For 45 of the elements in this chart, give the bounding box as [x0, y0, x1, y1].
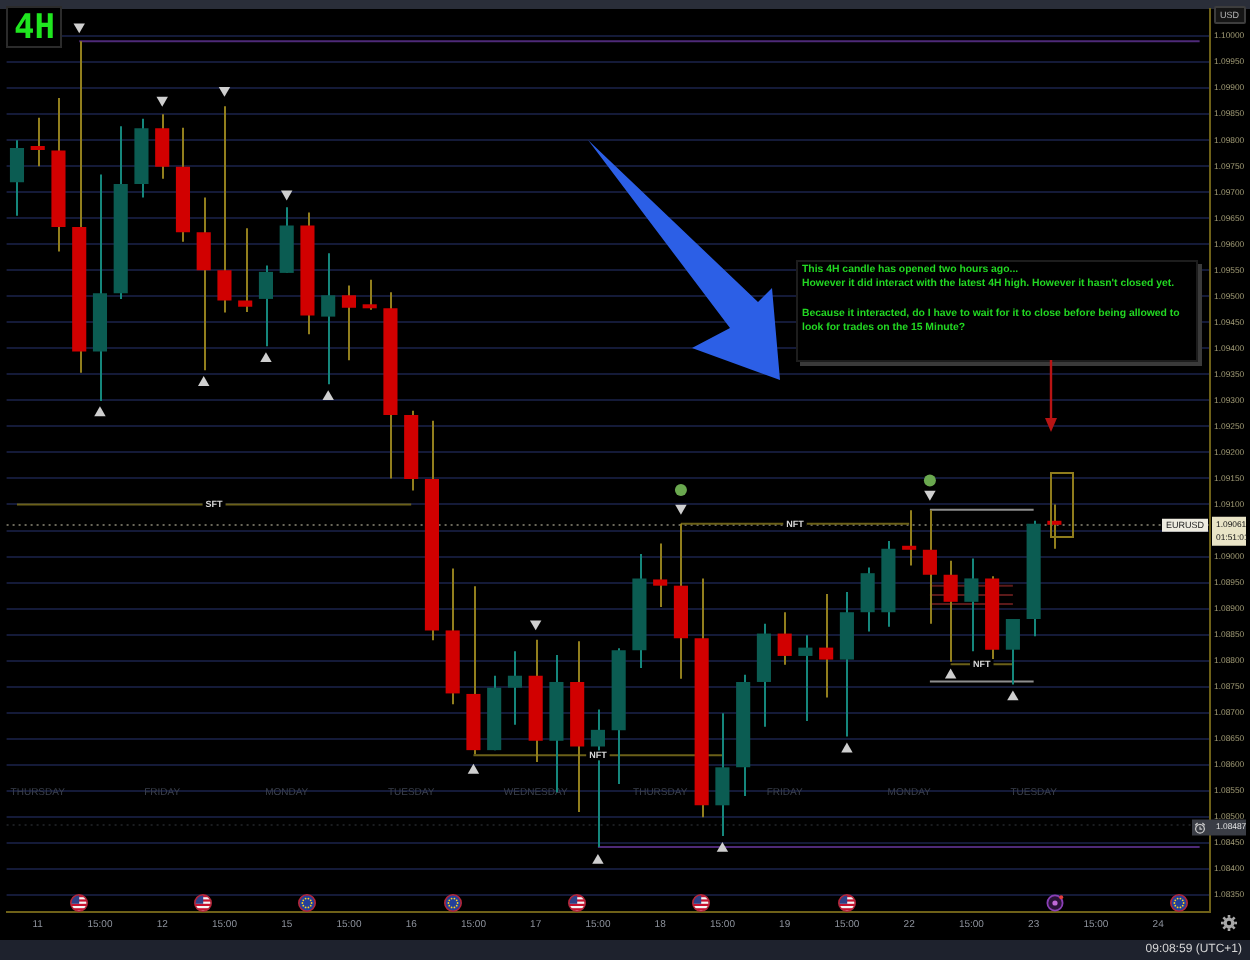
point	[467, 763, 480, 774]
candlestick	[590, 708, 605, 848]
point	[675, 504, 687, 515]
point	[94, 406, 106, 417]
candlestick	[341, 284, 356, 362]
candlestick	[964, 557, 979, 653]
point	[197, 376, 210, 387]
point	[73, 23, 85, 34]
point	[1007, 690, 1019, 701]
candlestick	[258, 264, 274, 348]
candlestick	[30, 116, 45, 168]
point	[923, 474, 936, 487]
chart-title: 4H	[6, 6, 63, 48]
point	[716, 841, 729, 852]
point	[156, 96, 168, 107]
candlestick	[1005, 617, 1020, 686]
candlestick	[902, 509, 917, 567]
candlestick	[362, 278, 377, 311]
candlestick	[238, 227, 253, 313]
candlestick	[839, 590, 854, 738]
candlestick	[943, 559, 958, 663]
candlestick	[9, 139, 25, 217]
candlestick	[279, 206, 294, 274]
candlestick	[155, 113, 170, 180]
candlestick	[653, 542, 668, 609]
candlestick	[819, 593, 834, 699]
candlestick	[777, 611, 792, 666]
point	[260, 352, 272, 363]
point	[218, 86, 231, 97]
candlestick	[798, 634, 813, 722]
point	[944, 668, 957, 679]
candlestick	[196, 196, 211, 372]
point	[529, 620, 542, 631]
point	[674, 483, 687, 496]
point	[280, 190, 293, 201]
candlestick	[922, 509, 937, 625]
point	[924, 490, 936, 501]
point	[322, 390, 334, 401]
point	[592, 853, 604, 864]
candlestick	[507, 650, 522, 726]
candlestick	[860, 566, 875, 633]
candlestick	[217, 105, 232, 314]
point	[841, 742, 853, 753]
candlestick	[715, 712, 730, 838]
candlestick	[321, 252, 336, 386]
